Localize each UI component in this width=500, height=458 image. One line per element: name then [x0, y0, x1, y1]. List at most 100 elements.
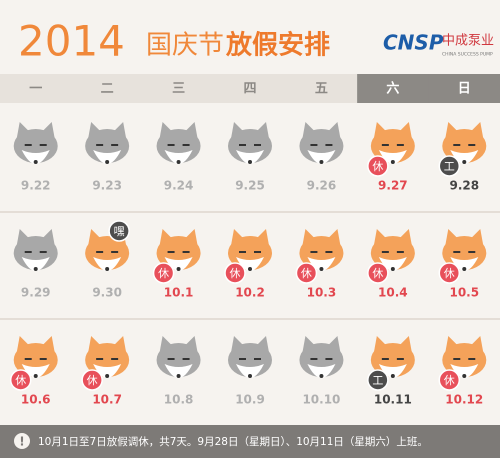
fox-nose — [33, 374, 38, 378]
date-label: 10.4 — [378, 286, 408, 300]
badge-label: 休 — [301, 267, 312, 280]
fox-nose — [248, 267, 252, 271]
fox-muzzle — [21, 150, 50, 164]
fox-nose — [462, 267, 467, 271]
fox-muzzle — [93, 150, 122, 164]
fox-muzzle — [307, 150, 336, 164]
badge — [367, 369, 389, 391]
info-icon — [14, 433, 30, 449]
date-label: 10.12 — [445, 393, 483, 407]
fox — [370, 336, 415, 378]
fox-nose — [33, 160, 38, 164]
logo-mark: CNSP — [383, 31, 444, 55]
date-label: 10.11 — [374, 393, 412, 407]
fox — [370, 122, 415, 164]
fox-muzzle — [307, 364, 336, 378]
badge — [367, 262, 389, 284]
fox — [442, 122, 487, 164]
date-label: 10.3 — [307, 286, 337, 300]
fox-nose — [390, 374, 395, 378]
date-label: 10.7 — [92, 393, 122, 407]
fox-nose — [105, 267, 110, 271]
fox-nose — [248, 160, 252, 164]
fox-nose — [33, 267, 38, 271]
date-label: 9.23 — [92, 179, 122, 193]
fox — [299, 122, 344, 164]
fox-nose — [319, 374, 324, 378]
fox — [85, 229, 130, 271]
date-label: 9.22 — [21, 179, 51, 193]
fox-nose — [176, 267, 181, 271]
badge-label: 休 — [444, 374, 455, 387]
weekday-label: 一 — [29, 82, 42, 97]
fox-nose — [462, 160, 467, 164]
weekday-label: 二 — [101, 82, 114, 97]
fox-nose — [390, 160, 395, 164]
date-label: 9.25 — [235, 179, 265, 193]
weekend-header — [428, 74, 500, 103]
fox-muzzle — [21, 257, 50, 271]
badge — [438, 369, 461, 391]
fox — [228, 122, 272, 164]
fox — [13, 122, 58, 164]
fox — [13, 229, 58, 271]
fox — [299, 229, 344, 271]
badge — [108, 220, 130, 242]
weekend-header — [357, 74, 430, 103]
footer-note: 10月1日至7日放假调休，共7天。9月28日（星期日）、10月11日（星期六）上… — [38, 435, 428, 448]
date-label: 10.8 — [164, 393, 194, 407]
date-label: 10.10 — [302, 393, 340, 407]
badge — [152, 262, 175, 284]
badge-label: 工 — [444, 160, 455, 173]
fox — [228, 336, 272, 378]
year: 2014 — [18, 17, 125, 66]
fox-nose — [390, 267, 395, 271]
holiday: 国庆节 — [146, 31, 224, 61]
badge — [224, 262, 246, 284]
fox-muzzle — [164, 150, 193, 164]
fox — [299, 336, 344, 378]
badge-label: 休 — [230, 267, 241, 280]
fox-nose — [105, 374, 110, 378]
fox — [442, 336, 487, 378]
date-label: 9.29 — [21, 286, 51, 300]
fox — [156, 122, 201, 164]
weekday-label: 四 — [243, 82, 256, 97]
fox — [156, 336, 201, 378]
weekday-label: 五 — [315, 82, 328, 97]
fox-nose — [319, 267, 324, 271]
date-label: 9.24 — [164, 179, 194, 193]
badge-label: 休 — [372, 160, 383, 173]
date-label: 10.9 — [235, 393, 265, 407]
weekday-label: 六 — [386, 81, 399, 97]
badge-label: 嘿 — [114, 225, 125, 238]
badge-label: 工 — [372, 374, 383, 387]
fox — [370, 229, 415, 271]
weekday-label: 三 — [172, 82, 185, 97]
badge — [295, 262, 318, 284]
date-label: 9.28 — [449, 179, 479, 193]
date-label: 10.2 — [235, 286, 265, 300]
fox-muzzle — [93, 257, 122, 271]
fox-nose — [176, 374, 181, 378]
fox — [228, 229, 272, 271]
fox-nose — [462, 374, 467, 378]
fox-nose — [319, 160, 324, 164]
logo-name: 中成泵业 — [442, 34, 494, 49]
badge — [81, 369, 103, 391]
fox-muzzle — [236, 150, 264, 164]
badge-label: 休 — [372, 267, 383, 280]
badge — [438, 155, 461, 177]
fox-nose — [248, 374, 252, 378]
badge-label: 休 — [444, 267, 455, 280]
date-label: 10.1 — [164, 286, 194, 300]
arrangement: 放假安排 — [225, 30, 330, 61]
badge-label: 休 — [87, 374, 98, 387]
fox-muzzle — [164, 364, 193, 378]
weekday-label: 日 — [458, 82, 471, 97]
info-icon-mark: ! — [19, 435, 24, 449]
badge — [367, 155, 389, 177]
fox-nose — [176, 160, 181, 164]
